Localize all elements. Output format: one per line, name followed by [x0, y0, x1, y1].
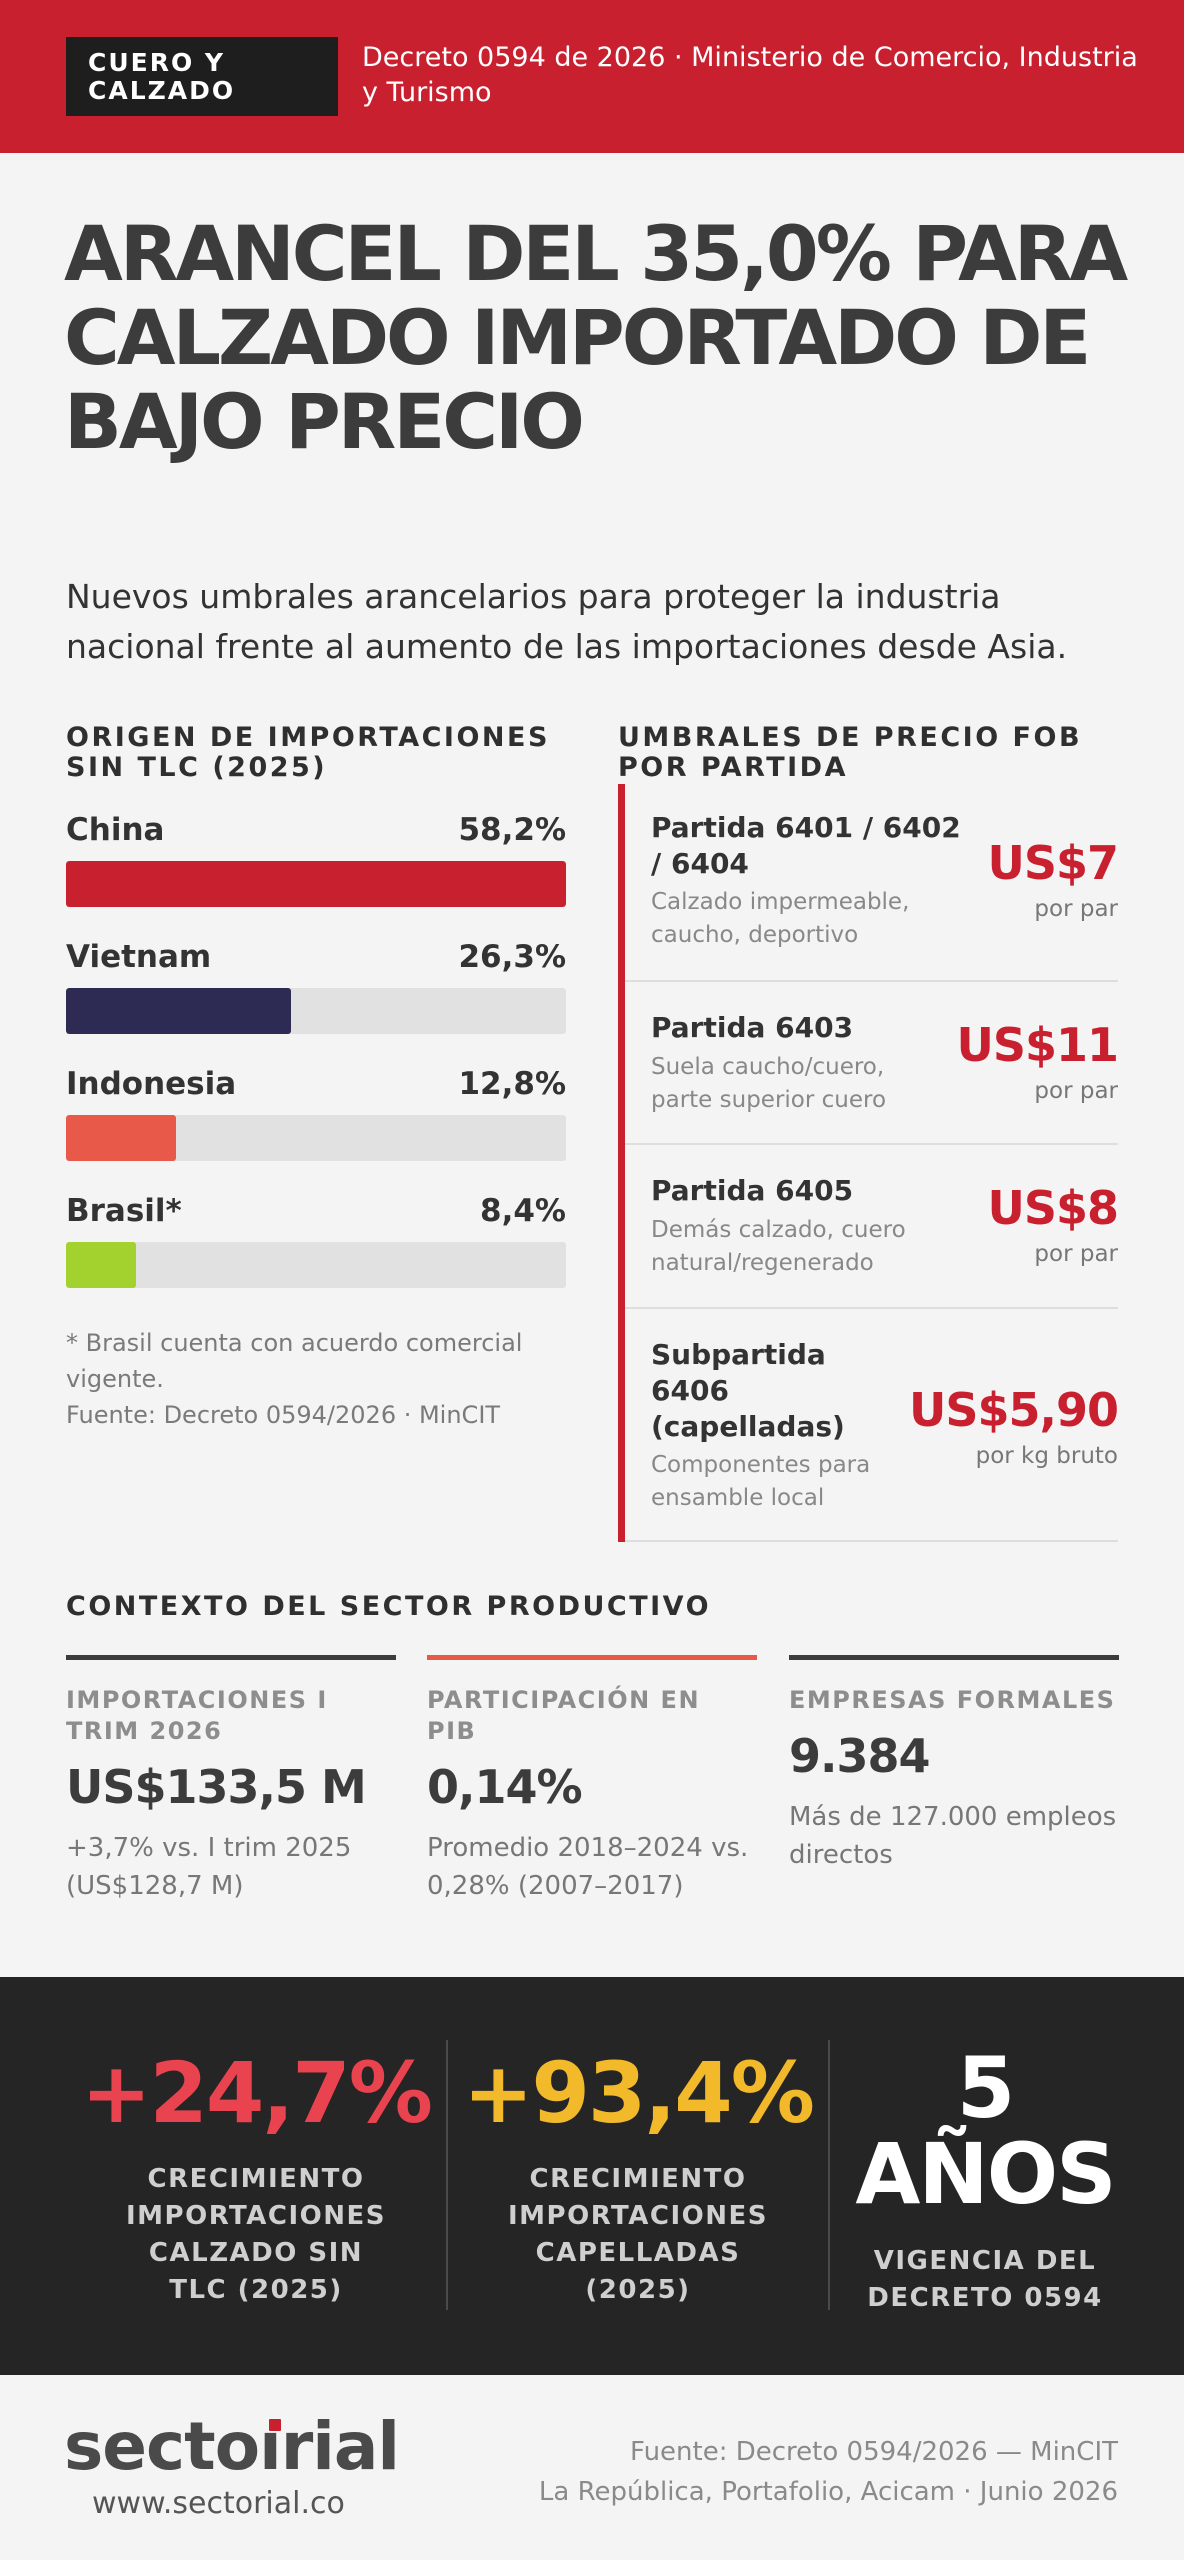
stat-rule [427, 1655, 757, 1660]
kpi-value: 5 AÑOS [830, 2045, 1140, 2217]
stat-rule [66, 1655, 396, 1660]
sectorial-logo[interactable]: sectoı rial [64, 2408, 400, 2485]
stat-imports: IMPORTACIONES I TRIM 2026 US$133,5 M +3,… [66, 1655, 396, 1905]
threshold-unit: por kg bruto [975, 1443, 1118, 1469]
threshold-code: Partida 6405 [651, 1174, 854, 1207]
bar-fill [66, 1115, 176, 1161]
bar-value: 8,4% [480, 1193, 566, 1229]
stat-gdp-share: PARTICIPACIÓN EN PIB 0,14% Promedio 2018… [427, 1655, 757, 1905]
kpi-value-number: 5 [956, 2039, 1015, 2137]
kpi-growth-uppers: +93,4% CRECIMIENTO IMPORTACIONES CAPELLA… [448, 2045, 828, 2309]
bar-label: Vietnam [66, 939, 212, 975]
threshold-desc: Calzado impermeable, caucho, deportivo [651, 889, 910, 948]
threshold-item: Partida 6405 Demás calzado, cuero natura… [625, 1145, 1119, 1309]
logo-dot-icon [269, 2419, 282, 2431]
footer-source-line2: La República, Portafolio, Acicam · Junio… [538, 2477, 1118, 2507]
stat-companies: EMPRESAS FORMALES 9.384 Más de 127.000 e… [789, 1655, 1119, 1874]
threshold-unit: por par [1034, 896, 1118, 922]
stat-value: US$133,5 M [66, 1760, 367, 1814]
thresholds-list: Partida 6401 / 6402 / 6404 Calzado imper… [618, 784, 1119, 1542]
threshold-price: US$11 [956, 1018, 1119, 1072]
logo-i: ı [259, 2408, 282, 2485]
bar-fill [66, 1242, 136, 1288]
footnote-text: * Brasil cuenta con acuerdo comercial vi… [66, 1329, 523, 1393]
bar-track [66, 1115, 566, 1161]
kpi-caption: CRECIMIENTO IMPORTACIONES CAPELLADAS (20… [508, 2164, 768, 2305]
kpi-caption: VIGENCIA DEL DECRETO 0594 [867, 2246, 1103, 2313]
stat-desc: Más de 127.000 empleos directos [789, 1802, 1117, 1870]
stat-label: PARTICIPACIÓN EN PIB [427, 1686, 701, 1745]
threshold-item: Subpartida 6406 (capelladas) Componentes… [625, 1309, 1119, 1542]
threshold-code: Subpartida 6406 (capelladas) [651, 1338, 845, 1443]
threshold-code: Partida 6403 [651, 1011, 854, 1044]
threshold-unit: por par [1034, 1078, 1118, 1104]
stat-value: 9.384 [789, 1729, 931, 1783]
threshold-code: Partida 6401 / 6402 / 6404 [651, 811, 961, 880]
bar-track [66, 1242, 566, 1288]
bar-label: Brasil* [66, 1193, 182, 1229]
footer-sources: Fuente: Decreto 0594/2026 — MinCIT La Re… [418, 2432, 1118, 2512]
stat-value: 0,14% [427, 1760, 583, 1814]
stat-rule [789, 1655, 1119, 1660]
threshold-price: US$7 [987, 836, 1119, 890]
threshold-price: US$5,90 [909, 1383, 1119, 1437]
threshold-item: Partida 6401 / 6402 / 6404 Calzado imper… [625, 784, 1119, 982]
origins-footnote: * Brasil cuenta con acuerdo comercial vi… [66, 1325, 566, 1433]
kpi-validity: 5 AÑOS VIGENCIA DEL DECRETO 0594 [830, 2045, 1140, 2317]
threshold-desc: Componentes para ensamble local [651, 1452, 871, 1511]
stat-label: IMPORTACIONES I TRIM 2026 [66, 1686, 328, 1745]
stat-label: EMPRESAS FORMALES [789, 1686, 1116, 1714]
context-heading: CONTEXTO DEL SECTOR PRODUCTIVO [66, 1591, 712, 1622]
stat-desc: +3,7% vs. I trim 2025 (US$128,7 M) [66, 1833, 352, 1901]
kpi-value: +93,4% [463, 2044, 815, 2142]
threshold-desc: Suela caucho/cuero, parte superior cuero [651, 1054, 887, 1113]
footer-source-line1: Fuente: Decreto 0594/2026 — MinCIT [630, 2437, 1118, 2467]
kpi-divider [828, 2040, 830, 2310]
threshold-item: Partida 6403 Suela caucho/cuero, parte s… [625, 982, 1119, 1145]
threshold-price: US$8 [987, 1181, 1119, 1235]
threshold-desc: Demás calzado, cuero natural/regenerado [651, 1217, 906, 1276]
bar-label: China [66, 812, 165, 848]
page-subtitle: Nuevos umbrales arancelarios para proteg… [66, 577, 1068, 666]
category-tag: CUERO Y CALZADO [66, 37, 338, 116]
kpi-growth-footwear: +24,7% CRECIMIENTO IMPORTACIONES CALZADO… [66, 2045, 446, 2309]
thresholds-heading: UMBRALES DE PRECIO FOB POR PARTIDA [618, 722, 1083, 783]
kpi-caption: CRECIMIENTO IMPORTACIONES CALZADO SIN TL… [126, 2164, 386, 2305]
kpi-value: +24,7% [81, 2044, 433, 2142]
bar-fill [66, 988, 291, 1034]
website-link[interactable]: www.sectorial.co [92, 2486, 345, 2521]
kpi-band [0, 1977, 1184, 2375]
bar-fill [66, 861, 566, 907]
logo-text-b: rial [280, 2408, 400, 2485]
logo-text-a: secto [64, 2408, 260, 2485]
bar-value: 26,3% [458, 939, 566, 975]
kpi-value-unit: AÑOS [855, 2125, 1116, 2223]
bar-value: 12,8% [458, 1066, 566, 1102]
bar-value: 58,2% [458, 812, 566, 848]
decree-reference: Decreto 0594 de 2026 · Ministerio de Com… [362, 42, 1138, 108]
page-title: ARANCEL DEL 35,0% PARA CALZADO IMPORTADO… [64, 209, 1128, 466]
footnote-source: Fuente: Decreto 0594/2026 · MinCIT [66, 1401, 501, 1429]
origins-heading: ORIGEN DE IMPORTACIONES SIN TLC (2025) [66, 722, 550, 783]
bar-track [66, 861, 566, 907]
threshold-unit: por par [1034, 1241, 1118, 1267]
bar-label: Indonesia [66, 1066, 237, 1102]
bar-track [66, 988, 566, 1034]
kpi-divider [446, 2040, 448, 2310]
stat-desc: Promedio 2018–2024 vs. 0,28% (2007–2017) [427, 1833, 749, 1901]
